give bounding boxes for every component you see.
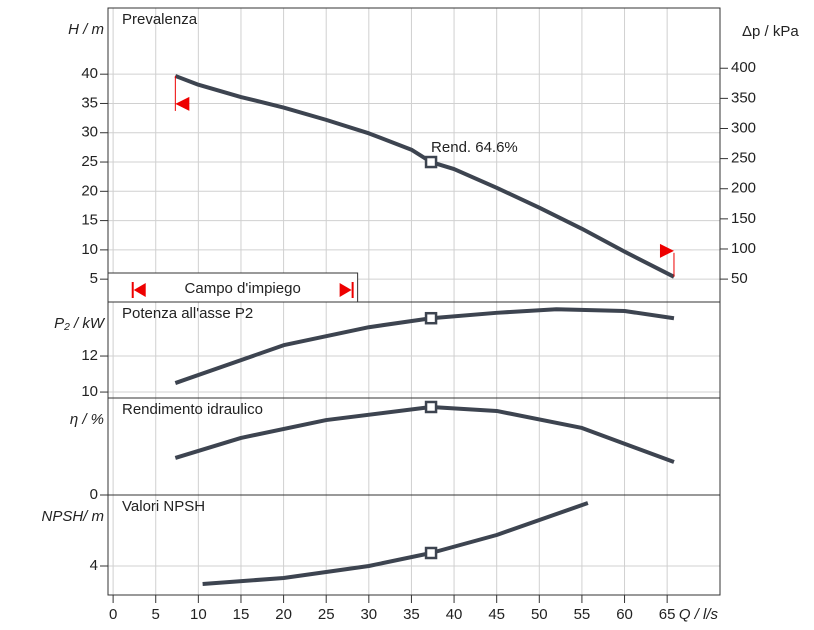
x-tick-label: 15 <box>233 606 250 623</box>
x-tick-label: 20 <box>275 606 292 623</box>
curve <box>203 503 588 584</box>
panel-title: Rendimento idraulico <box>122 401 263 418</box>
y-tick-label: 12 <box>81 347 98 364</box>
x-tick-label: 50 <box>531 606 548 623</box>
x-tick-label: 10 <box>190 606 207 623</box>
x-tick-label: 40 <box>446 606 463 623</box>
panel-title: Prevalenza <box>122 11 198 28</box>
duty-point <box>426 548 436 558</box>
y-tick-label: 25 <box>81 153 98 170</box>
annotation: Rend. 64.6% <box>431 139 518 156</box>
panel-title: Potenza all'asse P2 <box>122 305 253 322</box>
x-tick-label: 25 <box>318 606 335 623</box>
y2-tick-label: 150 <box>731 210 756 227</box>
x-tick-label: 0 <box>109 606 117 623</box>
y2-tick-label: 350 <box>731 89 756 106</box>
x-tick-label: 30 <box>360 606 377 623</box>
y-tick-label: 5 <box>90 270 98 287</box>
y-axis-label: η / % <box>70 411 104 428</box>
panel-frame <box>108 8 720 302</box>
y-tick-label: 10 <box>81 241 98 258</box>
y-axis-label: P₂ / kW <box>54 315 106 332</box>
curve <box>175 76 674 277</box>
panel-title: Valori NPSH <box>122 498 205 515</box>
y2-axis-label: Δp / kPa <box>742 23 799 40</box>
x-tick-label: 55 <box>574 606 591 623</box>
y-tick-label: 35 <box>81 94 98 111</box>
x-tick-label: 60 <box>616 606 633 623</box>
range-label: Campo d'impiego <box>185 280 301 297</box>
y-axis-label: H / m <box>68 21 104 38</box>
y2-tick-label: 300 <box>731 119 756 136</box>
y2-tick-label: 100 <box>731 240 756 257</box>
duty-point <box>426 313 436 323</box>
chart: 05101520253035404550556065Q / l/s5101520… <box>0 0 814 630</box>
y-tick-label: 40 <box>81 65 98 82</box>
y2-tick-label: 200 <box>731 180 756 197</box>
duty-point <box>426 157 436 167</box>
y2-tick-label: 250 <box>731 150 756 167</box>
duty-point <box>426 402 436 412</box>
y-tick-label: 10 <box>81 383 98 400</box>
y-tick-label: 15 <box>81 212 98 229</box>
limit-arrow <box>175 97 189 111</box>
x-axis-label: Q / l/s <box>679 606 719 623</box>
y2-tick-label: 50 <box>731 270 748 287</box>
y-tick-label: 20 <box>81 182 98 199</box>
y2-tick-label: 400 <box>731 59 756 76</box>
x-tick-label: 5 <box>152 606 160 623</box>
y-axis-label: NPSH/ m <box>41 508 104 525</box>
x-tick-label: 35 <box>403 606 420 623</box>
y-tick-label: 30 <box>81 124 98 141</box>
x-tick-label: 45 <box>488 606 505 623</box>
y-tick-label: 0 <box>90 486 98 503</box>
x-tick-label: 65 <box>659 606 676 623</box>
y-tick-label: 4 <box>90 557 98 574</box>
